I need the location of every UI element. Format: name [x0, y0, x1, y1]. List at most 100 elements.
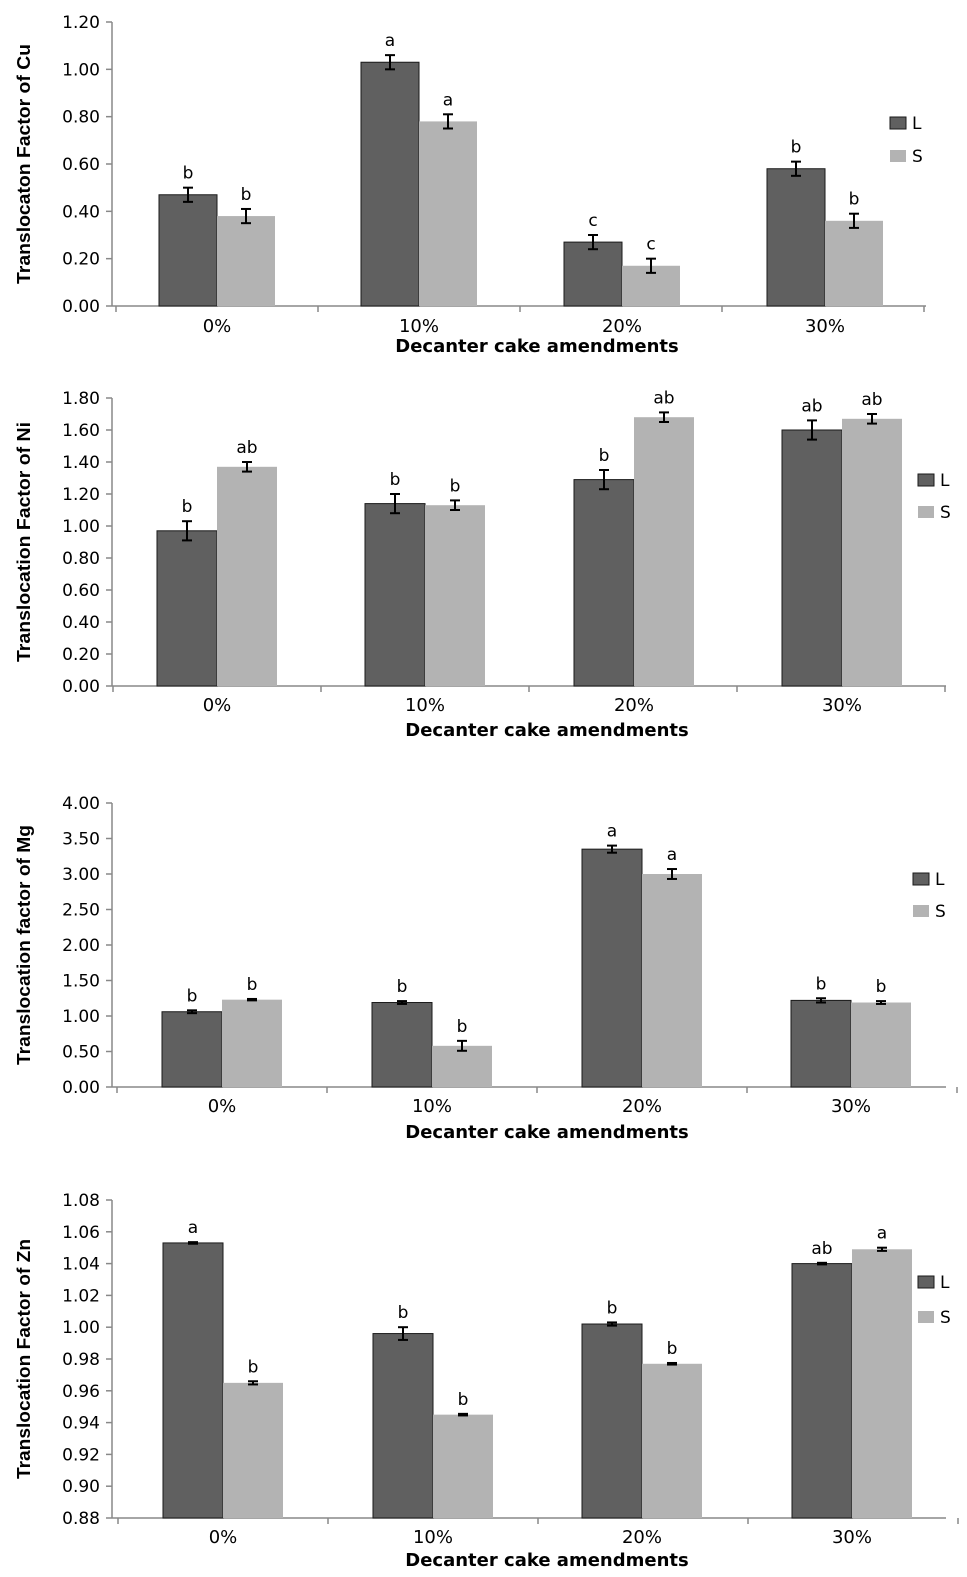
legend-label-L: L: [935, 870, 945, 890]
significance-letter: b: [182, 497, 193, 517]
x-category-label: 0%: [208, 1096, 237, 1117]
significance-letter: c: [646, 235, 655, 255]
legend-label-S: S: [935, 902, 946, 922]
y-tick-label: 1.50: [62, 972, 100, 992]
significance-letter: ab: [236, 438, 257, 458]
x-axis-title: Decanter cake amendments: [395, 336, 678, 357]
bar-S-3: [634, 417, 694, 686]
x-category-label: 30%: [822, 695, 862, 716]
bar-L-4: [791, 1263, 853, 1519]
x-category-label: 0%: [203, 316, 232, 337]
y-tick-label: 0.50: [62, 1043, 100, 1063]
y-tick-label: 0.94: [62, 1414, 100, 1434]
significance-letter: b: [187, 986, 198, 1006]
significance-letter: b: [816, 974, 827, 994]
x-category-label: 10%: [405, 695, 445, 716]
x-category-label: 20%: [622, 1096, 662, 1117]
y-tick-label: 1.02: [62, 1286, 100, 1306]
significance-letter: ab: [861, 390, 882, 410]
x-category-label: 10%: [413, 1527, 453, 1548]
bar-L-2: [360, 61, 420, 307]
x-category-label: 20%: [622, 1527, 662, 1548]
x-category-label: 20%: [614, 695, 654, 716]
bar-S-3: [642, 1363, 702, 1518]
y-tick-label: 1.00: [62, 517, 100, 537]
y-tick-label: 1.08: [62, 1191, 100, 1211]
significance-letter: a: [443, 90, 453, 110]
y-tick-label: 0.00: [62, 297, 100, 317]
bar-S-4: [825, 220, 883, 306]
y-tick-label: 0.60: [62, 581, 100, 601]
bar-L-3: [581, 1323, 643, 1519]
significance-letter: b: [183, 164, 194, 184]
significance-letter: b: [849, 190, 860, 210]
x-axis-title: Decanter cake amendments: [405, 720, 688, 741]
y-tick-label: 0.90: [62, 1477, 100, 1497]
legend-swatch-S: [913, 905, 929, 917]
legend-swatch-L: [917, 473, 935, 487]
bar-S-4: [851, 1002, 911, 1087]
chart-panel-1: 0.00 0.20 0.40 0.60 0.80 1.00 1.20 b b 0% a a 10% c c 2…: [14, 13, 926, 357]
y-tick-label: 0.96: [62, 1382, 100, 1402]
bar-L-2: [364, 503, 426, 687]
y-tick-label: 0.88: [62, 1509, 100, 1529]
y-tick-label: 0.00: [62, 1078, 100, 1098]
y-tick-label: 2.50: [62, 901, 100, 921]
y-tick-label: 1.04: [62, 1255, 100, 1275]
legend: LS: [917, 1273, 951, 1328]
legend-label-L: L: [940, 1273, 950, 1293]
x-category-label: 0%: [203, 695, 232, 716]
significance-letter: b: [398, 1303, 409, 1323]
x-category-label: 10%: [412, 1096, 452, 1117]
bar-S-1: [222, 999, 282, 1087]
x-category-label: 0%: [209, 1527, 238, 1548]
significance-letter: a: [667, 845, 677, 865]
significance-letter: a: [607, 822, 617, 842]
y-tick-label: 0.40: [62, 202, 100, 222]
legend-label-L: L: [912, 114, 922, 134]
legend-swatch-S: [918, 1311, 934, 1323]
y-tick-label: 1.00: [62, 1007, 100, 1027]
significance-letter: ab: [801, 396, 822, 416]
y-tick-label: 1.00: [62, 60, 100, 80]
y-axis-title: Translocation factor of Mg: [14, 825, 34, 1065]
bar-L-3: [581, 848, 643, 1088]
legend-swatch-S: [918, 506, 934, 518]
significance-letter: b: [876, 977, 887, 997]
legend-swatch-S: [890, 150, 906, 162]
y-tick-label: 0.20: [62, 645, 100, 665]
legend: LS: [912, 870, 946, 922]
legend-label-S: S: [940, 503, 951, 523]
y-tick-label: 1.80: [62, 389, 100, 409]
significance-letter: b: [397, 977, 408, 997]
bar-L-1: [158, 194, 218, 307]
y-tick-label: 0.60: [62, 155, 100, 175]
legend-label-S: S: [940, 1308, 951, 1328]
significance-letter: a: [877, 1224, 887, 1244]
significance-letter: b: [248, 1357, 259, 1377]
y-tick-label: 0.20: [62, 250, 100, 270]
y-tick-label: 2.00: [62, 936, 100, 956]
significance-letter: b: [457, 1017, 468, 1037]
legend-label-S: S: [912, 147, 923, 167]
bar-S-1: [217, 466, 277, 686]
legend-swatch-L: [912, 872, 930, 886]
legend-swatch-L: [917, 1275, 935, 1289]
x-axis-title: Decanter cake amendments: [405, 1550, 688, 1571]
bar-S-1: [223, 1382, 283, 1518]
significance-letter: c: [588, 211, 597, 231]
chart-panel-4: 0.88 0.90 0.92 0.94 0.96 0.98 1.00 1.02 1.04 1.06…: [14, 1191, 959, 1571]
significance-letter: b: [791, 138, 802, 158]
bar-L-3: [573, 479, 635, 687]
y-tick-label: 0.40: [62, 613, 100, 633]
y-tick-label: 1.20: [62, 13, 100, 33]
bar-L-1: [162, 1242, 224, 1519]
legend-label-L: L: [940, 471, 950, 491]
y-tick-label: 1.40: [62, 453, 100, 473]
bar-L-1: [161, 1011, 223, 1088]
x-category-label: 20%: [602, 316, 642, 337]
y-tick-label: 0.98: [62, 1350, 100, 1370]
y-axis-title: Translocaton Factor of Cu: [14, 44, 34, 284]
y-axis-title: Translocation Factor of Zn: [14, 1239, 34, 1479]
